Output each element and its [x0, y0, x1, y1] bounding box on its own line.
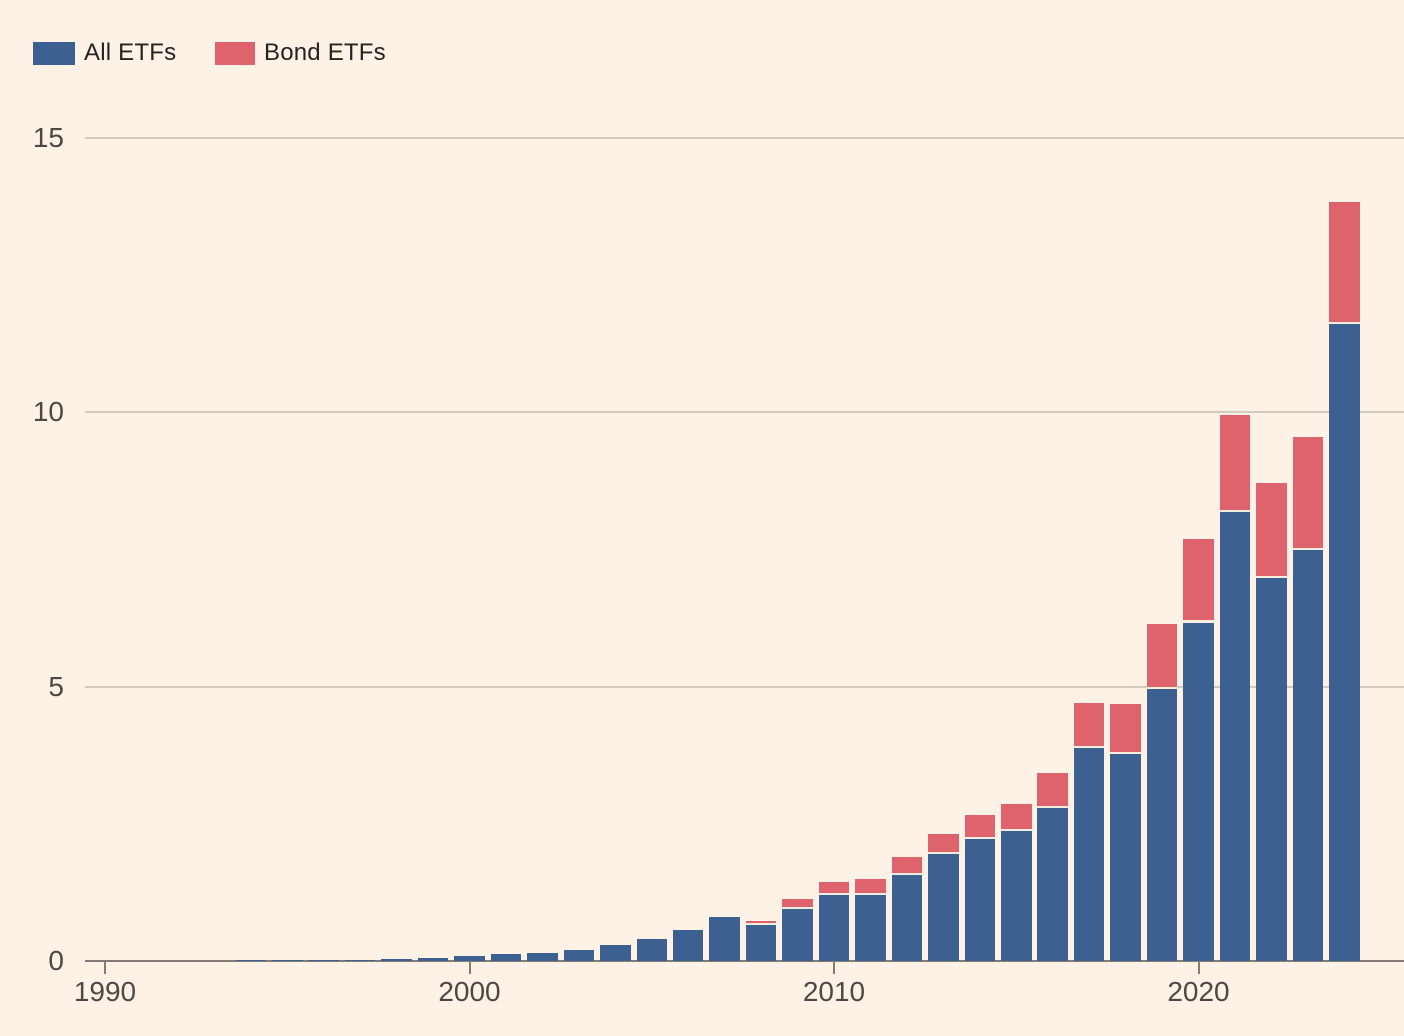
bar-2014-bond-etfs: [964, 815, 996, 839]
bar-2024-bond-etfs: [1329, 202, 1360, 325]
bar-2009-bond-etfs: [782, 899, 813, 910]
bond-etfs-legend-label: Bond ETFs: [264, 39, 386, 66]
y-axis-label-5: 5: [48, 670, 64, 702]
bar-2016-bond-etfs: [1037, 772, 1068, 808]
gridline-5: [85, 685, 1404, 688]
bar-2017-bond-etfs: [1073, 702, 1105, 748]
bar-1997-all-etfs: [344, 959, 376, 961]
bar-2019-all-etfs: [1146, 688, 1178, 961]
bar-2014-all-etfs: [964, 838, 996, 961]
x-axis-label-2000: 2000: [438, 976, 501, 1007]
gridline-10: [85, 411, 1404, 414]
bar-1994-all-etfs: [235, 960, 267, 961]
bar-2022-all-etfs: [1256, 577, 1287, 961]
bar-2008-all-etfs: [745, 925, 777, 961]
bar-2020-all-etfs: [1183, 622, 1214, 961]
bar-1995-all-etfs: [272, 960, 303, 961]
bar-2019-bond-etfs: [1146, 623, 1178, 689]
bar-2021-all-etfs: [1219, 511, 1251, 961]
bar-2009-all-etfs: [782, 909, 813, 961]
bar-2004-all-etfs: [600, 945, 631, 961]
bar-2007-all-etfs: [709, 917, 740, 961]
bar-2011-bond-etfs: [855, 879, 886, 896]
bar-2022-bond-etfs: [1256, 482, 1287, 578]
bar-2023-all-etfs: [1292, 549, 1324, 961]
bar-2024-all-etfs: [1329, 324, 1360, 961]
bar-2015-all-etfs: [1001, 830, 1032, 961]
bar-1998-all-etfs: [381, 959, 412, 961]
x-axis-label-1990: 1990: [73, 976, 137, 1007]
all-etfs-legend-label: All ETFs: [84, 39, 177, 66]
bar-2023-bond-etfs: [1292, 436, 1324, 550]
bar-2011-all-etfs: [855, 895, 886, 961]
x-axis-baseline: [85, 960, 1404, 962]
bar-1996-all-etfs: [308, 959, 339, 961]
y-axis-label-10: 10: [32, 396, 64, 428]
bar-2001-all-etfs: [490, 953, 522, 961]
bar-2003-all-etfs: [563, 950, 595, 961]
gridline-15: [85, 137, 1404, 140]
bar-2020-bond-etfs: [1183, 538, 1214, 623]
bar-2018-bond-etfs: [1110, 703, 1141, 754]
bar-2021-bond-etfs: [1219, 415, 1251, 512]
bar-2006-all-etfs: [672, 929, 704, 961]
bar-2013-bond-etfs: [928, 833, 959, 855]
bar-2012-all-etfs: [891, 874, 923, 961]
y-axis-label-15: 15: [32, 122, 64, 154]
x-axis-label-2020: 2020: [1167, 976, 1230, 1007]
x-axis-tick-2000: [468, 961, 471, 974]
x-axis-tick-2020: [1197, 961, 1200, 974]
x-axis-label-2010: 2010: [802, 976, 866, 1007]
bar-2018-all-etfs: [1110, 753, 1141, 961]
bar-2017-all-etfs: [1073, 747, 1105, 961]
bar-2016-all-etfs: [1037, 807, 1068, 961]
bar-2010-bond-etfs: [818, 882, 850, 896]
legend-item-bond-etfs: Bond ETFs: [215, 39, 386, 66]
y-axis-label-0: 0: [48, 945, 64, 976]
legend-item-all-etfs: All ETFs: [33, 39, 177, 66]
bar-2000-all-etfs: [454, 955, 485, 961]
bar-1999-all-etfs: [417, 957, 449, 961]
all-etfs-swatch-icon: [33, 41, 75, 65]
bond-etfs-swatch-icon: [215, 41, 255, 65]
x-axis-tick-1990: [104, 961, 106, 974]
bar-2013-all-etfs: [928, 854, 959, 961]
bar-2002-all-etfs: [527, 952, 558, 961]
x-axis-tick-2010: [833, 961, 835, 974]
bar-2010-all-etfs: [818, 895, 850, 961]
bar-2005-all-etfs: [636, 939, 667, 961]
bar-2008-bond-etfs: [745, 920, 777, 926]
bar-2015-bond-etfs: [1001, 804, 1032, 831]
bar-2012-bond-etfs: [891, 856, 923, 875]
